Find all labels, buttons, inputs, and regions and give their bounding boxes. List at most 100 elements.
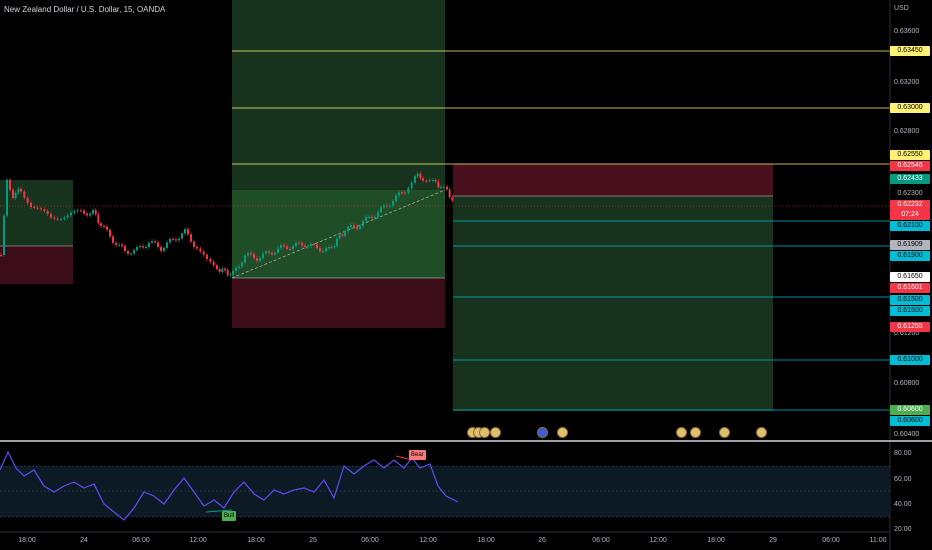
candle (432, 179, 434, 181)
event-flag-icon[interactable] (479, 427, 490, 438)
candle (216, 265, 218, 270)
bull-divergence-line (205, 509, 233, 513)
candle (36, 207, 39, 209)
tag-061255: 0.61255 (890, 322, 930, 332)
candle (56, 218, 59, 220)
candle (250, 253, 252, 255)
event-flag-icon[interactable] (756, 427, 767, 438)
candle (218, 269, 221, 272)
candle (127, 251, 129, 254)
candle (148, 242, 150, 247)
time-tick: 18:00 (477, 537, 495, 544)
tag-062433: 0.62433 (890, 174, 930, 184)
price-tick: 0.63200 (894, 79, 920, 86)
candle (184, 229, 186, 234)
candle (3, 215, 5, 255)
candle (151, 241, 153, 243)
candle (103, 226, 105, 228)
candle (6, 179, 8, 216)
time-tick: 25 (309, 537, 317, 544)
candle (434, 179, 437, 182)
event-flag-icon[interactable] (676, 427, 687, 438)
time-tick: 24 (80, 537, 88, 544)
tag-062550: 0.62550 (890, 150, 930, 160)
candle (63, 217, 66, 219)
candle (196, 246, 198, 249)
candle (336, 238, 338, 247)
candle (33, 207, 36, 209)
candle (232, 271, 234, 275)
candle (133, 250, 135, 254)
candle (414, 176, 416, 183)
candle (333, 246, 336, 248)
candle (23, 191, 26, 198)
candle (100, 223, 102, 227)
event-flag-icon[interactable] (490, 427, 501, 438)
candle (212, 261, 215, 266)
candle (221, 268, 224, 272)
candle (448, 189, 451, 198)
candle (169, 239, 171, 243)
candle (310, 243, 312, 247)
price-tick: 0.62800 (894, 128, 920, 135)
candle (20, 188, 22, 192)
candle (14, 192, 17, 198)
candle (0, 255, 2, 256)
candle (330, 247, 333, 249)
time-tick: 18:00 (247, 537, 265, 544)
candle (446, 186, 448, 190)
event-flag-icon[interactable] (690, 427, 701, 438)
candle (395, 195, 397, 202)
tag-061601: 0.61601 (890, 283, 930, 293)
candle (401, 192, 403, 194)
candle (440, 186, 442, 188)
candle (193, 241, 195, 247)
candle (206, 254, 208, 260)
candle (419, 173, 422, 179)
event-flag-icon[interactable] (537, 427, 548, 438)
candle (160, 246, 162, 251)
price-tick: 0.60400 (894, 431, 920, 438)
tag-061500: 0.61500 (890, 295, 930, 305)
candle (428, 180, 431, 182)
candle (124, 246, 126, 252)
candle (298, 242, 300, 244)
candle (262, 253, 264, 259)
event-flag-icon[interactable] (557, 427, 568, 438)
candle (365, 217, 367, 221)
candle (76, 210, 79, 212)
candle (350, 225, 352, 228)
candle (265, 251, 267, 254)
time-tick: 12:00 (419, 537, 437, 544)
candle (178, 238, 180, 241)
candle (154, 241, 156, 243)
bear-signal: Bear (409, 450, 426, 460)
candle (422, 178, 424, 181)
candle (97, 214, 100, 224)
time-tick: 18:00 (18, 537, 36, 544)
candle (109, 229, 111, 237)
candle (407, 188, 410, 193)
candle (451, 197, 454, 201)
candle (371, 216, 373, 219)
time-tick: 06:00 (822, 537, 840, 544)
axis-currency: USD (894, 5, 909, 12)
left-stop-zone (0, 246, 73, 284)
candle (286, 246, 288, 250)
candle (9, 179, 11, 190)
candle (416, 173, 419, 177)
candle (319, 248, 321, 252)
candle (139, 246, 141, 248)
candle (322, 251, 324, 253)
candle (60, 218, 62, 220)
left-long-zone (0, 180, 73, 246)
candle (224, 268, 226, 271)
event-flag-icon[interactable] (719, 427, 730, 438)
candle (43, 209, 46, 212)
candle (277, 248, 279, 253)
candle (295, 242, 297, 247)
rsi-band (0, 466, 890, 517)
candle (115, 242, 117, 245)
time-tick: 06:00 (361, 537, 379, 544)
